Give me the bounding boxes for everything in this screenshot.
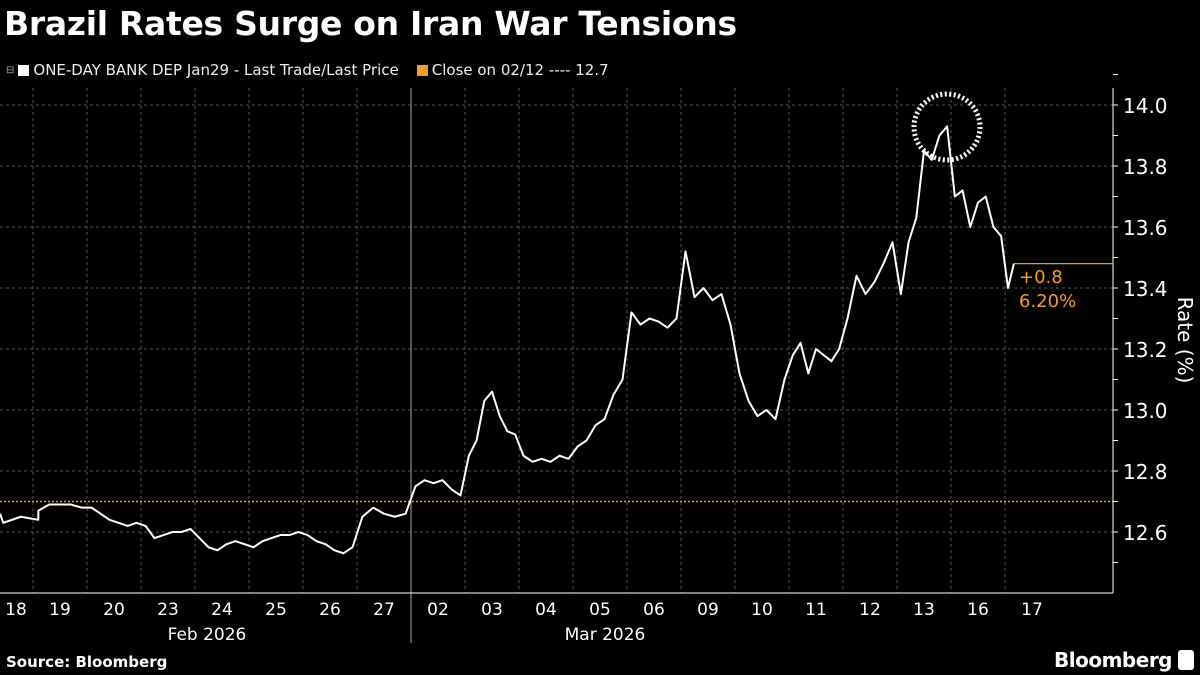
x-tick-label: 02	[427, 600, 449, 620]
y-axis-label: Rate (%)	[1173, 297, 1197, 384]
x-tick-label: 23	[157, 600, 179, 620]
series-line	[0, 125, 1015, 555]
x-tick-label: 17	[1021, 600, 1043, 620]
change-label: +0.8	[1019, 267, 1063, 288]
x-tick-label: 09	[697, 600, 719, 620]
y-tick-label: 13.8	[1123, 155, 1168, 179]
x-tick-label: 16	[967, 600, 989, 620]
x-tick-label: 05	[589, 600, 611, 620]
bloomberg-logo: Bloomberg	[1054, 648, 1172, 672]
peak-highlight-circle	[911, 91, 983, 163]
x-month-label: Feb 2026	[168, 625, 247, 645]
x-tick-label: 04	[535, 600, 557, 620]
x-tick-label: 25	[265, 600, 287, 620]
legend-swatch-series	[18, 64, 30, 76]
y-tick-label: 14.0	[1123, 94, 1168, 118]
percent-change-label: 6.20%	[1019, 291, 1076, 312]
x-tick-label: 06	[643, 600, 665, 620]
bloomberg-chart-icon	[1178, 650, 1194, 670]
x-tick-label: 24	[211, 600, 233, 620]
source-note: Source: Bloomberg	[6, 653, 168, 671]
x-tick-label: 10	[751, 600, 773, 620]
legend: ⊟ ONE-DAY BANK DEP Jan29 - Last Trade/La…	[6, 61, 609, 79]
y-tick-label: 12.6	[1123, 521, 1168, 545]
x-tick-label: 20	[103, 600, 125, 620]
x-tick-label: 26	[319, 600, 341, 620]
legend-label-reference: Close on 02/12 ---- 12.7	[431, 61, 609, 79]
legend-label-series: ONE-DAY BANK DEP Jan29 - Last Trade/Last…	[33, 61, 399, 79]
y-tick-label: 12.8	[1123, 460, 1168, 484]
x-tick-label: 12	[859, 600, 881, 620]
x-tick-label: 11	[805, 600, 827, 620]
x-tick-label: 18	[5, 600, 27, 620]
x-tick-label: 03	[481, 600, 503, 620]
x-tick-label: 13	[913, 600, 935, 620]
collapse-icon[interactable]: ⊟	[6, 64, 15, 76]
legend-swatch-reference	[416, 64, 428, 76]
y-tick-label: 13.6	[1123, 216, 1168, 240]
x-tick-label: 19	[49, 600, 71, 620]
y-tick-label: 13.0	[1123, 399, 1168, 423]
chart-title: Brazil Rates Surge on Iran War Tensions	[4, 4, 737, 43]
x-month-label: Mar 2026	[565, 625, 646, 645]
y-tick-label: 13.2	[1123, 338, 1168, 362]
y-tick-label: 13.4	[1123, 277, 1168, 301]
x-tick-label: 27	[373, 600, 395, 620]
